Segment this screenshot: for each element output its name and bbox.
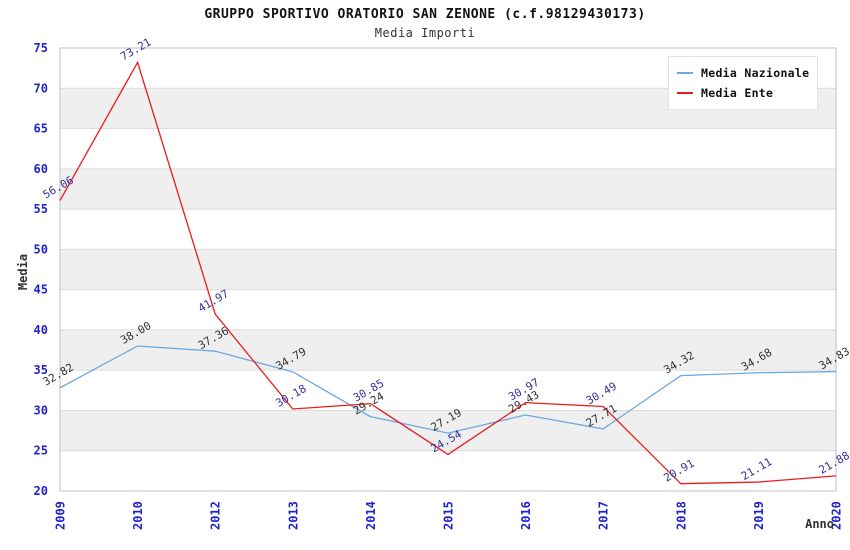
x-tick-label: 2018	[674, 501, 688, 530]
y-tick-label: 65	[34, 122, 48, 136]
data-label: 73.21	[118, 35, 153, 63]
data-label: 30.49	[584, 380, 619, 408]
y-tick-label: 45	[34, 283, 48, 297]
x-tick-label: 2016	[519, 501, 533, 530]
legend-item-media-ente: Media Ente	[677, 83, 809, 103]
y-tick-label: 75	[34, 41, 48, 55]
y-tick-label: 60	[34, 162, 48, 176]
series-line-media-ente	[59, 60, 837, 485]
legend-item-media-nazionale: Media Nazionale	[677, 63, 809, 83]
grid-band	[60, 329, 836, 371]
chart-subtitle: Media Importi	[374, 26, 476, 40]
x-tick-label: 2010	[131, 501, 145, 530]
legend-label-media-nazionale: Media Nazionale	[701, 66, 810, 80]
y-tick-label: 35	[34, 363, 48, 377]
x-tick-label: 2019	[752, 501, 766, 530]
x-tick-label: 2015	[442, 501, 456, 530]
data-label: 21.88	[817, 449, 850, 477]
chart-title: GRUPPO SPORTIVO ORATORIO SAN ZENONE (c.f…	[204, 7, 646, 22]
y-tick-label: 50	[34, 242, 48, 256]
data-label: 20.91	[661, 457, 696, 485]
media-ente-line-swatch	[677, 92, 693, 94]
data-label: 21.11	[739, 455, 774, 483]
x-tick-label: 2020	[830, 501, 844, 530]
y-tick-label: 40	[34, 323, 48, 337]
x-tick-label: 2014	[364, 501, 378, 530]
y-tick-label: 70	[34, 81, 48, 95]
media-nazionale-line-swatch	[677, 72, 693, 74]
legend-label-media-ente: Media Ente	[701, 86, 774, 100]
y-tick-label: 20	[34, 484, 48, 498]
x-tick-label: 2013	[286, 501, 300, 530]
data-label: 30.18	[273, 382, 308, 410]
y-tick-label: 25	[34, 444, 48, 458]
y-tick-label: 55	[34, 202, 48, 216]
grid-band	[60, 410, 836, 451]
y-tick-label: 30	[34, 403, 48, 417]
y-axis-title: Media	[16, 254, 30, 290]
grid-band	[60, 168, 836, 210]
plot-border	[59, 47, 837, 492]
chart-legend: Media Nazionale Media Ente	[668, 56, 818, 110]
grid-band	[60, 249, 836, 290]
series-line-media-nazionale	[59, 345, 837, 434]
x-tick-label: 2012	[209, 501, 223, 530]
x-axis-title: Anno	[805, 517, 834, 531]
data-label: 41.97	[196, 287, 231, 315]
x-tick-label: 2009	[54, 501, 68, 530]
x-tick-label: 2017	[597, 501, 611, 530]
